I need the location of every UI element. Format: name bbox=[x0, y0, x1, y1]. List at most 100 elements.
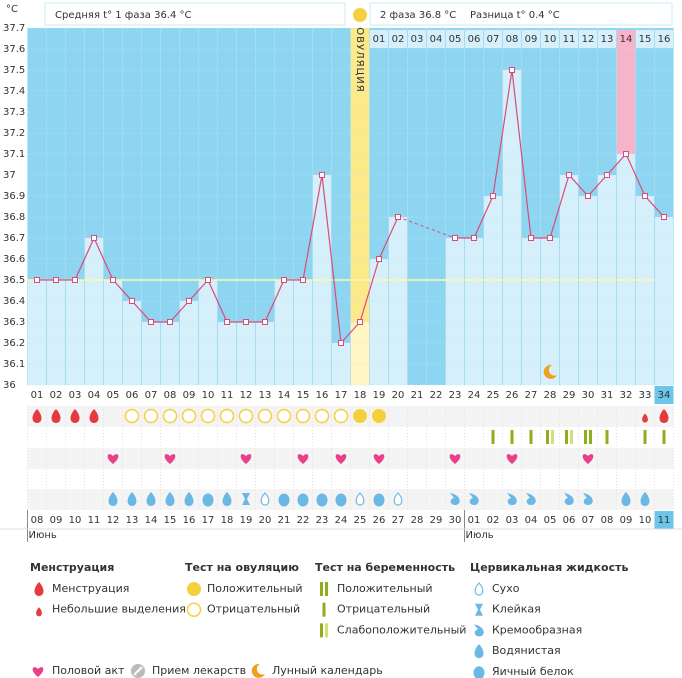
cycle-day: 05 bbox=[107, 390, 120, 401]
temperature-point bbox=[129, 298, 135, 304]
intercourse-icon bbox=[32, 667, 44, 677]
y-tick-label: 36.4 bbox=[3, 296, 25, 307]
calendar-date: 16 bbox=[183, 515, 196, 526]
pregnancy-test-weak bbox=[546, 430, 549, 444]
ovulation-label: ОВУЛЯЦИЯ bbox=[354, 27, 365, 93]
legend-title: Менструация bbox=[30, 561, 114, 574]
phase2-day: 16 bbox=[658, 34, 671, 45]
temperature-point bbox=[604, 172, 610, 178]
legend-label: Сухо bbox=[492, 582, 520, 595]
temperature-point bbox=[167, 319, 173, 325]
calendar-date: 18 bbox=[221, 515, 234, 526]
calendar-date: 09 bbox=[50, 515, 63, 526]
cervical-sticky bbox=[242, 493, 250, 505]
y-tick-label: 36.8 bbox=[3, 212, 25, 223]
cycle-day: 17 bbox=[335, 390, 348, 401]
y-tick-label: 37.7 bbox=[3, 23, 25, 34]
cycle-day: 03 bbox=[69, 390, 82, 401]
legend-label: Кремообразная bbox=[492, 623, 582, 636]
temperature-bar bbox=[104, 280, 122, 385]
cervical-dry bbox=[260, 492, 270, 506]
temperature-point bbox=[91, 235, 97, 241]
pill-icon bbox=[133, 666, 143, 676]
cycle-day: 24 bbox=[468, 390, 481, 401]
legend-title: Цервикальная жидкость bbox=[470, 561, 628, 574]
cervical-creamy bbox=[507, 493, 517, 505]
temperature-point bbox=[224, 319, 230, 325]
pregnancy-test-negative bbox=[662, 430, 666, 444]
cycle-day: 11 bbox=[221, 390, 234, 401]
temperature-bar bbox=[142, 322, 160, 385]
phase2-cell bbox=[598, 30, 616, 48]
temperature-bar bbox=[503, 70, 521, 385]
pregnancy-test-positive bbox=[320, 582, 323, 596]
pregnancy-test-weak bbox=[551, 430, 554, 444]
legend-label: Положительный bbox=[337, 582, 433, 595]
calendar-date: 23 bbox=[316, 515, 329, 526]
calendar-date: 13 bbox=[126, 515, 139, 526]
y-tick-label: 37 bbox=[3, 170, 16, 181]
phase2-cell bbox=[636, 30, 654, 48]
intercourse-icon bbox=[335, 454, 347, 464]
cycle-day: 06 bbox=[126, 390, 139, 401]
cervical-dry bbox=[474, 582, 484, 596]
calendar-date: 25 bbox=[354, 515, 367, 526]
pregnancy-test-weak bbox=[325, 623, 328, 638]
cervical-egg-white bbox=[297, 493, 309, 507]
cycle-day: 09 bbox=[183, 390, 196, 401]
temperature-point bbox=[509, 67, 515, 73]
cycle-day: 31 bbox=[601, 390, 614, 401]
cycle-day: 21 bbox=[411, 390, 424, 401]
y-tick-label: 37.1 bbox=[3, 149, 25, 160]
pregnancy-test-positive bbox=[325, 582, 328, 596]
cycle-day: 22 bbox=[430, 390, 443, 401]
cervical-watery bbox=[146, 492, 156, 506]
legend-label: Небольшие выделения bbox=[52, 603, 186, 616]
temperature-bar bbox=[85, 238, 103, 385]
cervical-watery bbox=[621, 492, 631, 506]
ovulation-column bbox=[350, 28, 370, 385]
header-box bbox=[369, 2, 673, 26]
cervical-creamy bbox=[583, 493, 593, 505]
temperature-point bbox=[661, 214, 667, 220]
temperature-point bbox=[566, 172, 572, 178]
cervical-creamy bbox=[474, 624, 484, 637]
calendar-date: 09 bbox=[620, 515, 633, 526]
cervical-egg-white bbox=[373, 493, 385, 507]
y-tick-label: 36.1 bbox=[3, 359, 25, 370]
phase2-cell bbox=[427, 30, 445, 48]
intercourse-icon bbox=[449, 454, 461, 464]
difference: Разница t° 0.4 °C bbox=[470, 10, 560, 21]
y-tick-label: 36.7 bbox=[3, 233, 25, 244]
y-tick-label: 36.6 bbox=[3, 254, 25, 265]
temperature-line bbox=[455, 69, 665, 239]
ovulation-test-negative bbox=[181, 408, 197, 424]
temperature-bar bbox=[370, 259, 388, 385]
calendar-date: 03 bbox=[506, 515, 519, 526]
cycle-day: 14 bbox=[278, 390, 291, 401]
cervical-creamy bbox=[526, 493, 536, 505]
temperature-point bbox=[395, 214, 401, 220]
cycle-day: 32 bbox=[620, 390, 633, 401]
cycle-day: 34 bbox=[658, 390, 671, 401]
temperature-point bbox=[319, 172, 325, 178]
temperature-bar bbox=[199, 280, 217, 385]
phase2-day: 06 bbox=[468, 34, 481, 45]
temperature-point bbox=[357, 319, 363, 325]
ovulation-test-positive bbox=[187, 582, 201, 596]
cervical-egg-white bbox=[335, 493, 347, 507]
temperature-bar bbox=[446, 238, 464, 385]
temperature-bar bbox=[522, 238, 540, 385]
temperature-line bbox=[37, 174, 399, 345]
cycle-day: 01 bbox=[31, 390, 44, 401]
intercourse-icon bbox=[373, 454, 385, 464]
month-label: Июнь bbox=[29, 530, 57, 541]
cycle-day: 02 bbox=[50, 390, 63, 401]
phase2-day: 01 bbox=[373, 34, 386, 45]
calendar-date: 06 bbox=[563, 515, 576, 526]
legend-title: Тест на беременность bbox=[315, 561, 455, 574]
cycle-day: 33 bbox=[639, 390, 652, 401]
pregnancy-test-negative bbox=[491, 430, 495, 444]
temperature-bar bbox=[237, 322, 255, 385]
temperature-point bbox=[205, 277, 211, 283]
